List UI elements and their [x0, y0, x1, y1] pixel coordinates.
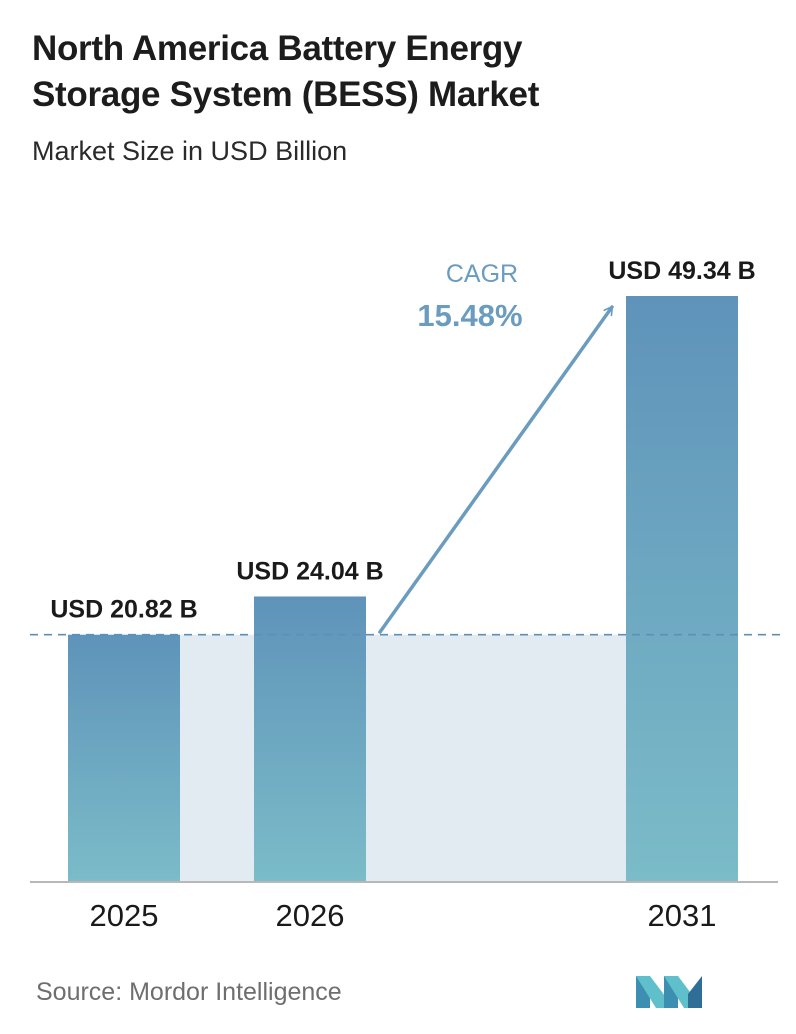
data-label-2026: USD 24.04 B [236, 557, 383, 585]
reference-band-2 [366, 634, 626, 882]
x-tick-label-2031: 2031 [648, 898, 717, 933]
reference-band-1 [180, 634, 254, 882]
x-tick-label-2025: 2025 [90, 898, 159, 933]
data-label-2031: USD 49.34 B [608, 257, 755, 285]
cagr-arrow [378, 305, 614, 634]
mordor-intelligence-logo-icon [636, 976, 702, 1008]
chart-title: North America Battery Energy Storage Sys… [32, 26, 732, 118]
bar-2031 [626, 296, 738, 882]
data-label-2025: USD 20.82 B [50, 596, 197, 624]
source-note: Source: Mordor Intelligence [36, 978, 342, 1006]
bar-2025 [68, 634, 180, 882]
bar-2026 [254, 596, 366, 882]
chart-subtitle: Market Size in USD Billion [32, 136, 348, 166]
chart-title-line-2: Storage System (BESS) Market [32, 75, 540, 114]
cagr-value: 15.48% [417, 298, 522, 333]
x-tick-label-2026: 2026 [276, 898, 345, 933]
chart-title-line-1: North America Battery Energy [32, 29, 523, 68]
cagr-label: CAGR [446, 260, 518, 288]
